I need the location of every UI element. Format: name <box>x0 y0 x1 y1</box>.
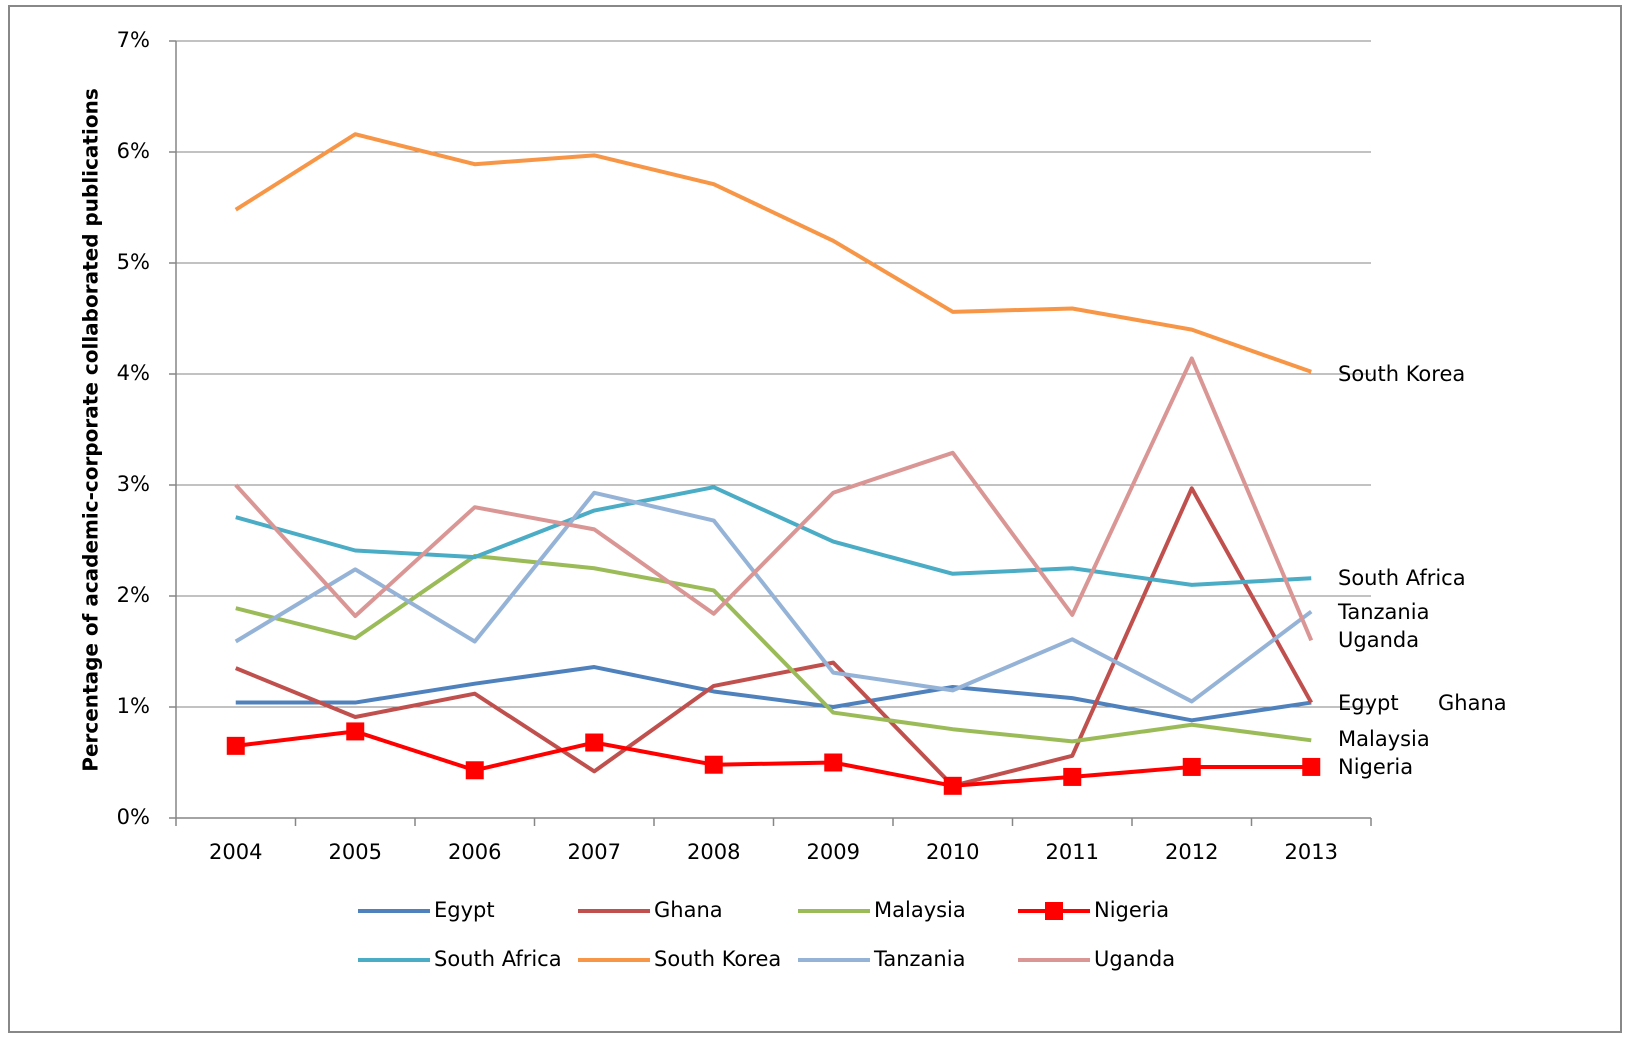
point-marker <box>1063 767 1082 786</box>
y-tick-label: 5% <box>117 250 150 274</box>
x-tick-label: 2005 <box>329 840 382 864</box>
y-axis-label: Percentage of academic-corporate collabo… <box>79 88 103 771</box>
legend-label: Egypt <box>434 898 495 922</box>
x-tick-label: 2004 <box>209 840 262 864</box>
x-tick-label: 2009 <box>807 840 860 864</box>
x-tick-label: 2008 <box>687 840 740 864</box>
legend-label: Nigeria <box>1094 898 1169 922</box>
series-line <box>234 486 1313 788</box>
legend-marker <box>1045 902 1063 920</box>
y-tick-label: 6% <box>117 139 150 163</box>
legend-label: Tanzania <box>873 947 965 971</box>
point-marker <box>943 776 962 795</box>
x-tick-label: 2013 <box>1285 840 1338 864</box>
y-tick-label: 0% <box>117 805 150 829</box>
series-end-label: Malaysia <box>1338 727 1430 751</box>
series-end-label: Tanzania <box>1337 600 1429 624</box>
legend-label: South Africa <box>434 947 562 971</box>
y-tick-label: 4% <box>117 361 150 385</box>
series-line <box>234 356 1314 642</box>
series-end-label: Nigeria <box>1338 755 1413 779</box>
legend-label: South Korea <box>654 947 781 971</box>
series-line <box>235 665 1312 723</box>
series-line <box>235 554 1312 744</box>
y-tick-label: 7% <box>117 28 150 52</box>
point-marker <box>585 733 604 752</box>
point-marker <box>226 736 245 755</box>
point-marker <box>704 755 723 774</box>
point-marker <box>465 761 484 780</box>
point-marker <box>824 753 843 772</box>
x-tick-label: 2010 <box>926 840 979 864</box>
series-end-label: Egypt <box>1338 691 1399 715</box>
series-end-label: South Africa <box>1338 566 1466 590</box>
series-end-label: South Korea <box>1338 362 1465 386</box>
x-tick-label: 2006 <box>448 840 501 864</box>
series-line <box>234 490 1313 704</box>
x-tick-label: 2007 <box>568 840 621 864</box>
legend-label: Ghana <box>654 898 723 922</box>
chart-frame <box>8 5 1622 1033</box>
point-marker <box>1182 757 1201 776</box>
series-line <box>235 729 1312 788</box>
x-tick-label: 2011 <box>1046 840 1099 864</box>
y-tick-label: 1% <box>117 694 150 718</box>
series-end-label: Ghana <box>1438 691 1507 715</box>
y-tick-label: 3% <box>117 472 150 496</box>
series-line <box>234 132 1312 374</box>
series-end-label: Uganda <box>1338 628 1419 652</box>
point-marker <box>346 722 365 741</box>
legend-label: Uganda <box>1094 947 1175 971</box>
y-tick-label: 2% <box>117 583 150 607</box>
series-line <box>235 485 1312 587</box>
point-marker <box>1302 757 1321 776</box>
x-tick-label: 2012 <box>1165 840 1218 864</box>
legend-label: Malaysia <box>874 898 966 922</box>
